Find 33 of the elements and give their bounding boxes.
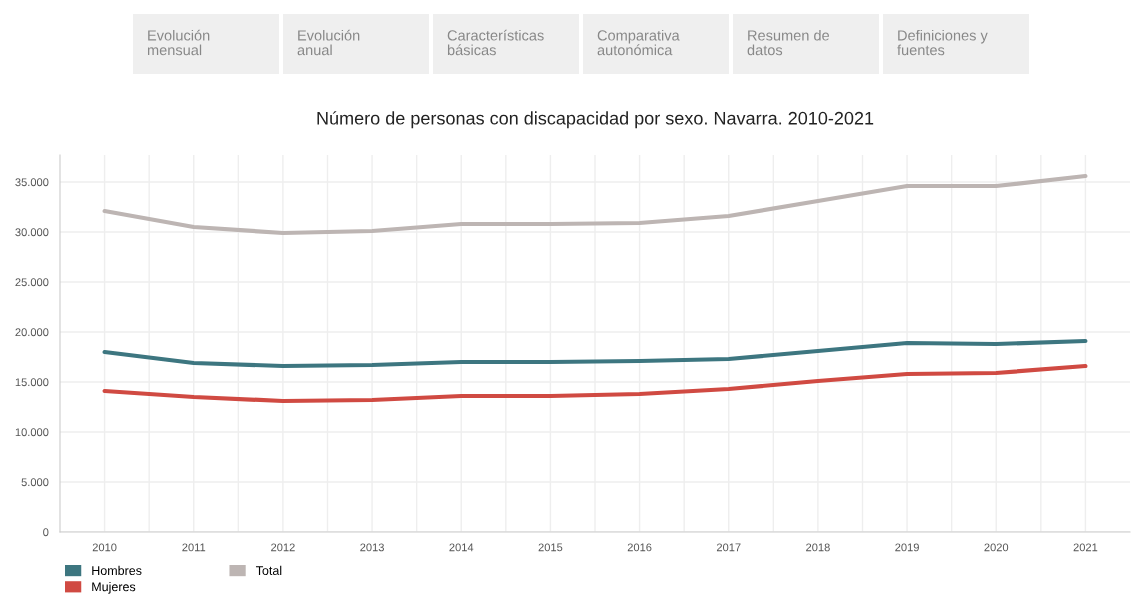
x-tick-label: 2011 xyxy=(182,543,206,552)
y-tick-label: 0 xyxy=(43,528,49,537)
legend-label: Total xyxy=(255,565,282,575)
x-tick-label: 2019 xyxy=(895,543,919,552)
chart-title: Número de personas con discapacidad por sexo. Navarra. 2010-2021 xyxy=(317,111,874,129)
y-tick-label: 35.000 xyxy=(15,178,49,187)
legend-label: Mujeres xyxy=(92,582,136,594)
x-tick-label: 2015 xyxy=(538,543,563,552)
line-series xyxy=(102,363,1088,404)
line-series xyxy=(102,173,1088,236)
y-tick-label: 5.000 xyxy=(21,478,49,487)
x-tick-label: 2018 xyxy=(806,543,830,552)
x-tick-label: 2013 xyxy=(360,543,384,552)
x-tick-label: 2012 xyxy=(271,543,295,552)
text: Resumen de datos xyxy=(747,29,830,56)
x-tick-label: 2014 xyxy=(449,543,474,552)
text: Definiciones y fuentes xyxy=(897,29,988,56)
y-tick-label: 15.000 xyxy=(15,378,49,387)
y-tick-label: 25.000 xyxy=(15,278,49,287)
text: Características básicas xyxy=(447,29,544,56)
x-tick-label: 2016 xyxy=(627,543,652,552)
x-tick-label: 2017 xyxy=(716,543,741,552)
text: Comparativa autonómica xyxy=(597,29,680,56)
y-tick-label: 20.000 xyxy=(15,328,49,337)
x-tick-label: 2010 xyxy=(92,543,117,552)
x-tick-label: 2021 xyxy=(1073,543,1098,552)
line-series xyxy=(102,338,1088,369)
text: Evolución anual xyxy=(297,29,360,56)
y-tick-label: 10.000 xyxy=(15,428,49,437)
legend-label: Hombres xyxy=(92,565,142,575)
y-tick-label: 30.000 xyxy=(15,228,49,237)
text: Evolución mensual xyxy=(147,29,210,56)
x-tick-label: 2020 xyxy=(984,543,1009,552)
